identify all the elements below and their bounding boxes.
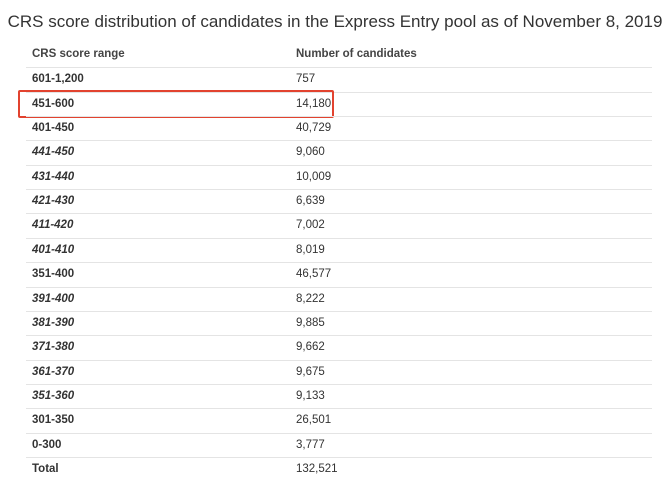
score-range: 381-390 [32, 316, 75, 329]
score-range: 301-350 [32, 414, 75, 427]
table-row: 361-370 9,675 [26, 359, 652, 384]
table-row: 391-400 8,222 [26, 286, 652, 311]
score-range: 351-400 [32, 268, 75, 281]
table-row: 351-360 9,133 [26, 383, 652, 408]
column-header: Number of candidates [296, 48, 417, 60]
score-range: 401-410 [32, 243, 75, 256]
score-range: 421-430 [32, 195, 75, 208]
candidate-count: 132,521 [296, 462, 338, 475]
candidate-count: 26,501 [296, 414, 332, 427]
column-header: CRS score range [32, 48, 125, 60]
score-range: Total [32, 462, 59, 475]
candidate-count: 8,019 [296, 243, 325, 256]
header-row: CRS score range Number of candidates [26, 43, 652, 67]
candidate-count: 46,577 [296, 268, 332, 281]
table-row: 401-450 40,729 [26, 116, 652, 140]
candidate-count: 9,133 [296, 389, 325, 402]
score-range: 0-300 [32, 438, 62, 451]
score-range: 431-440 [32, 170, 75, 183]
candidate-count: 9,885 [296, 316, 325, 329]
score-range: 351-360 [32, 389, 75, 402]
candidate-count: 10,009 [296, 170, 332, 183]
table-row: 0-300 3,777 [26, 432, 652, 457]
score-range: 401-450 [32, 122, 75, 135]
total-row: Total 132,521 [26, 456, 652, 481]
table-title: CRS score distribution of candidates in … [7, 12, 663, 31]
table-row: 431-440 10,009 [26, 164, 652, 189]
candidate-count: 9,060 [296, 146, 325, 159]
table-row: 601-1,200 757 [26, 67, 652, 91]
candidate-count: 9,675 [296, 365, 325, 378]
table-row: 421-430 6,639 [26, 189, 652, 213]
table-row: 441-450 9,060 [26, 140, 652, 164]
score-range: 361-370 [32, 365, 75, 378]
candidate-count: 40,729 [296, 122, 332, 135]
candidate-count: 8,222 [296, 292, 325, 305]
score-range: 601-1,200 [32, 73, 84, 86]
table-row: 351-400 46,577 [26, 262, 652, 286]
candidate-count: 757 [296, 73, 316, 86]
candidate-count: 14,180 [296, 97, 332, 110]
score-range: 391-400 [32, 292, 75, 305]
table-row: 381-390 9,885 [26, 310, 652, 335]
score-range: 441-450 [32, 146, 75, 159]
score-range: 411-420 [32, 219, 74, 232]
table-row: 301-350 26,501 [26, 408, 652, 432]
score-range: 371-380 [32, 341, 75, 354]
candidate-count: 3,777 [296, 438, 325, 451]
score-range: 451-600 [32, 97, 75, 110]
candidate-count: 6,639 [296, 195, 325, 208]
table-row: 371-380 9,662 [26, 335, 652, 359]
candidate-count: 7,002 [296, 219, 325, 232]
table-row: 451-600 14,180 [26, 91, 652, 116]
table-row: 411-420 7,002 [26, 213, 652, 237]
table-row: 401-410 8,019 [26, 237, 652, 262]
candidate-count: 9,662 [296, 341, 325, 354]
highlight-box [18, 89, 334, 118]
